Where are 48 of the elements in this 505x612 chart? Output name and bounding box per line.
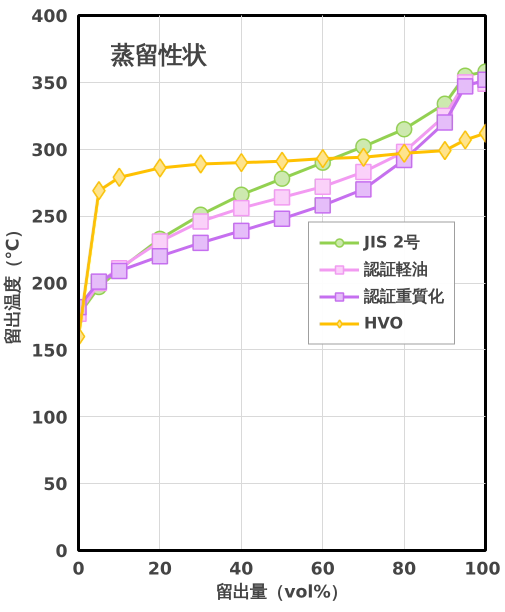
point: [153, 158, 167, 178]
point: [234, 152, 248, 172]
point: [397, 144, 411, 164]
point: [192, 234, 209, 252]
point: [355, 181, 372, 198]
point: [152, 248, 168, 264]
y-tick-label: 150: [31, 341, 68, 362]
point: [275, 152, 289, 172]
y-tick-label: 100: [31, 408, 68, 428]
legend-label: 認証軽油: [364, 259, 428, 280]
x-tick-label: 20: [148, 560, 172, 580]
x-tick-label: 100: [464, 560, 500, 580]
x-tick-label: 80: [392, 560, 416, 580]
legend-label: JIS 2号: [364, 232, 420, 253]
point: [356, 148, 370, 168]
point: [274, 189, 290, 206]
y-tick-label: 250: [31, 208, 68, 228]
point: [233, 222, 250, 240]
y-tick-label: 200: [31, 274, 68, 294]
point: [355, 164, 372, 180]
text: 蒸留性状: [110, 41, 208, 69]
point: [396, 120, 412, 138]
point: [436, 114, 454, 131]
y-tick-label: 350: [31, 74, 68, 94]
point: [274, 210, 290, 228]
point: [458, 130, 472, 150]
x-tick-label: 0: [72, 560, 85, 580]
y-axis-title: 留出温度（℃）: [3, 222, 24, 344]
x-tick-label: 40: [229, 560, 254, 580]
point: [192, 213, 209, 230]
point: [233, 200, 250, 216]
point: [316, 148, 330, 168]
y-tick-label: 300: [31, 140, 68, 161]
y-tick-label: 0: [55, 542, 68, 562]
y-tick-label: 400: [31, 7, 68, 27]
point: [314, 178, 331, 195]
point: [194, 154, 208, 174]
point: [274, 170, 290, 187]
point: [456, 78, 474, 95]
point: [314, 197, 331, 214]
x-tick-label: 60: [310, 560, 335, 580]
point: [112, 168, 126, 188]
point: [438, 140, 452, 160]
x-axis-title: 留出量（vol%）: [216, 582, 348, 602]
point: [92, 180, 106, 200]
legend-label: HVO: [364, 314, 404, 332]
legend-label: 認証重質化: [364, 286, 444, 307]
y-tick-label: 50: [43, 475, 68, 496]
